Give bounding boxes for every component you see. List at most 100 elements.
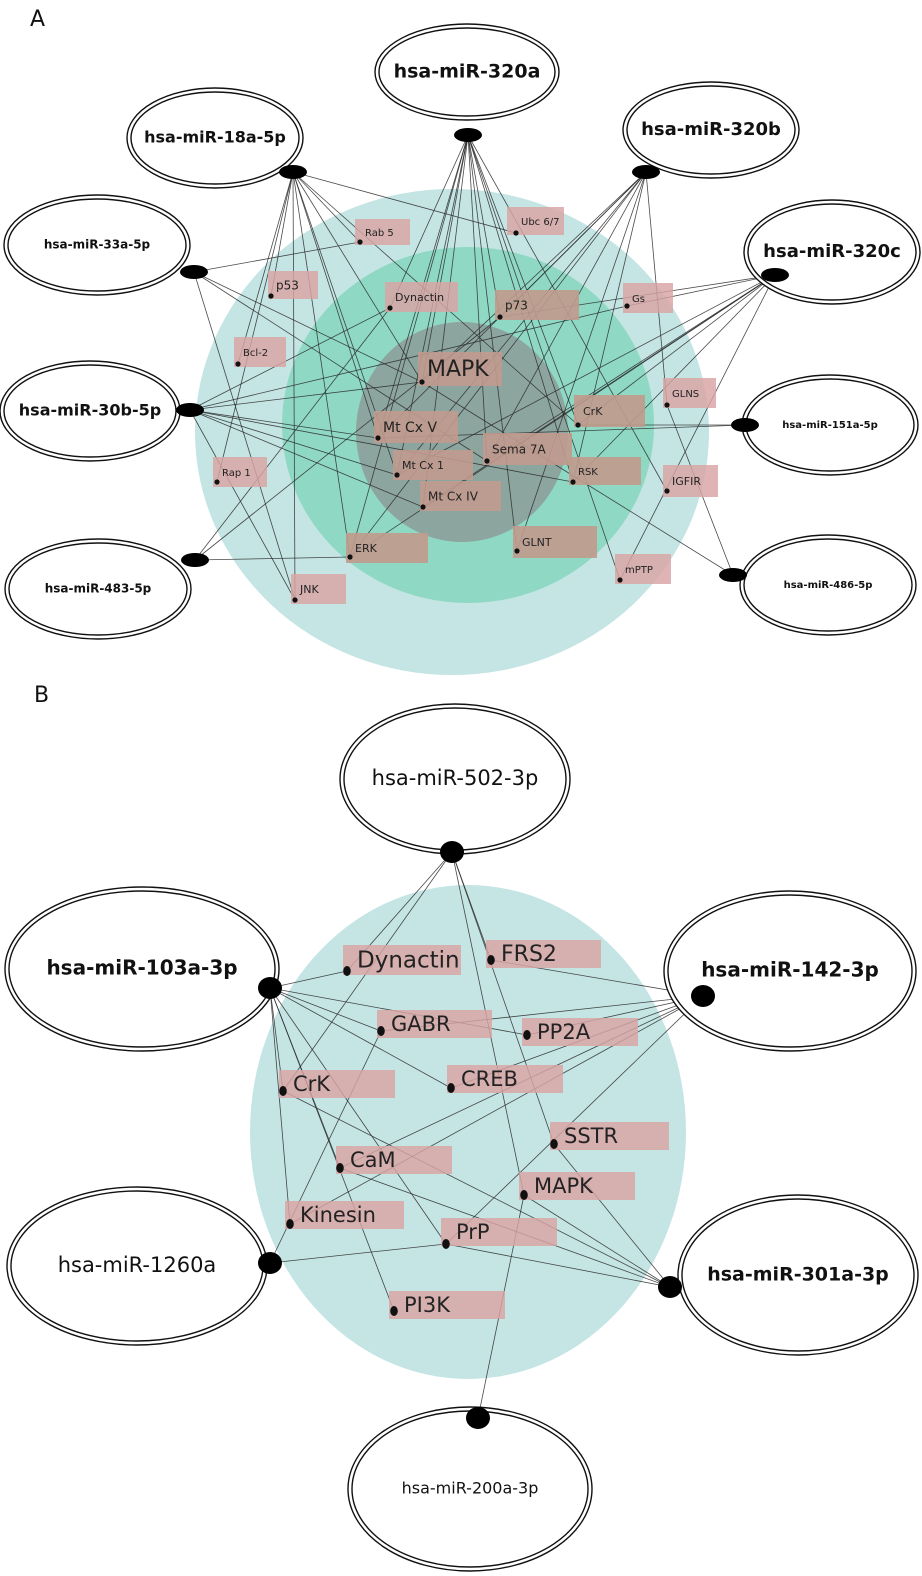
gene-node-a-ubc[interactable]: Ubc 6/7 — [507, 207, 564, 236]
edge-b-103a-b-creb — [269, 987, 452, 1089]
mirna-inner-ring — [8, 890, 276, 1048]
gene-node-a-mtcx1[interactable]: Mt Cx 1 — [393, 450, 473, 480]
mirna-node-b-502[interactable]: hsa-miR-502-3p — [339, 703, 571, 863]
gene-node-a-gs[interactable]: Gs — [623, 283, 673, 313]
mirna-inner-ring — [626, 85, 796, 175]
gene-dot — [347, 554, 353, 560]
edge-a-320a-a-mapk — [421, 134, 469, 383]
gene-node-a-sema7a[interactable]: Sema 7A — [483, 433, 572, 465]
mirna-node-a-320c[interactable]: hsa-miR-320c — [743, 199, 921, 305]
gene-node-b-mapk[interactable]: MAPK — [519, 1172, 635, 1200]
mirna-label: hsa-miR-103a-3p — [46, 956, 237, 980]
gene-dot — [235, 361, 241, 367]
gene-node-b-crk[interactable]: CrK — [279, 1070, 395, 1098]
gene-node-a-jnk[interactable]: JNK — [291, 574, 346, 604]
gene-label: Sema 7A — [492, 443, 546, 457]
mirna-node-b-200a[interactable]: hsa-miR-200a-3p — [347, 1406, 593, 1572]
edge-a-30b-a-mtcxv — [189, 409, 379, 439]
gene-node-a-erk[interactable]: ERK — [346, 533, 428, 563]
gene-node-a-mptp[interactable]: mPTP — [615, 554, 671, 584]
gene-box — [385, 282, 458, 312]
edge-a-30b-a-jnk — [189, 409, 296, 601]
gene-node-a-glns[interactable]: GLNS — [663, 378, 716, 408]
gene-node-b-sstr[interactable]: SSTR — [550, 1122, 669, 1150]
gene-label: Dynactin — [357, 948, 460, 974]
mirna-inner-ring — [681, 1198, 915, 1352]
gene-dot — [523, 1030, 531, 1040]
gene-node-a-dynactin[interactable]: Dynactin — [385, 282, 458, 312]
gene-node-a-rap1[interactable]: Rap 1 — [213, 457, 267, 487]
gene-node-b-prp[interactable]: PrP — [441, 1218, 557, 1249]
panel-b: B Dynactin FRS2 GABR PP2A CrK CREB SSTR CaM MAPK… — [4, 683, 919, 1572]
mirna-node-a-33a[interactable]: hsa-miR-33a-5p — [3, 194, 208, 296]
gene-node-a-crk[interactable]: CrK — [574, 395, 645, 428]
gene-node-b-frs2[interactable]: FRS2 — [486, 940, 601, 968]
mirna-inner-ring — [7, 198, 187, 292]
mirna-node-b-142[interactable]: hsa-miR-142-3p — [663, 890, 917, 1052]
gene-node-b-cam[interactable]: CaM — [336, 1146, 452, 1174]
edge-a-30b-a-rsk — [189, 409, 574, 483]
gene-node-a-mapk[interactable]: MAPK — [418, 352, 502, 386]
gene-node-a-p73[interactable]: p73 — [495, 290, 579, 320]
gene-box — [519, 1172, 635, 1200]
gene-label: IGFIR — [672, 475, 701, 488]
gene-node-a-glnt[interactable]: GLNT — [513, 526, 597, 558]
gene-node-a-mtcxiv[interactable]: Mt Cx IV — [420, 481, 501, 511]
mirna-node-b-301a[interactable]: hsa-miR-301a-3p — [658, 1194, 919, 1356]
edge-b-301a-b-prp — [445, 1243, 671, 1288]
edge-a-18a-a-rab5 — [292, 171, 361, 243]
edge-a-18a-a-jnk — [292, 171, 296, 601]
panel-a-letter: A — [30, 7, 45, 32]
gene-label: MAPK — [534, 1174, 594, 1198]
mirna-node-a-320a[interactable]: hsa-miR-320a — [374, 23, 560, 142]
edge-a-18a-a-ubc — [292, 171, 517, 234]
gene-dot — [570, 479, 576, 485]
edge-a-18a-a-mtcxv — [292, 171, 379, 439]
mirna-node-a-320b[interactable]: hsa-miR-320b — [622, 81, 800, 179]
edge-a-320a-a-mtcxiv — [422, 134, 469, 508]
mirna-node-a-18a[interactable]: hsa-miR-18a-5p — [126, 87, 307, 189]
gene-node-b-pp2a[interactable]: PP2A — [522, 1018, 638, 1046]
mirna-inner-ring — [8, 542, 188, 636]
gene-dot — [550, 1139, 558, 1149]
mirna-node-a-151a[interactable]: hsa-miR-151a-5p — [731, 374, 919, 476]
gene-label: PP2A — [537, 1020, 591, 1044]
edge-a-320c-a-sema7a — [486, 274, 776, 462]
gene-node-b-gabr[interactable]: GABR — [377, 1010, 492, 1038]
mirna-node-a-486[interactable]: hsa-miR-486-5p — [719, 534, 917, 636]
mirna-node-a-30b[interactable]: hsa-miR-30b-5p — [0, 360, 204, 462]
gene-dot — [513, 230, 519, 236]
gene-node-b-kinesin[interactable]: Kinesin — [285, 1201, 404, 1229]
gene-dot — [664, 488, 670, 494]
gene-label: JNK — [299, 583, 319, 596]
gene-node-a-mtcxv[interactable]: Mt Cx V — [374, 411, 458, 443]
gene-node-a-rsk[interactable]: RSK — [569, 457, 641, 485]
gene-node-b-dynactin[interactable]: Dynactin — [343, 945, 461, 976]
gene-dot — [575, 422, 581, 428]
gene-node-b-pi3k[interactable]: PI3K — [389, 1291, 505, 1319]
gene-box — [447, 1065, 563, 1093]
gene-label: PrP — [456, 1220, 490, 1244]
gene-node-b-creb[interactable]: CREB — [447, 1065, 563, 1093]
panel-a-inner-zone — [356, 322, 568, 542]
gene-box — [569, 457, 641, 485]
gene-box — [522, 1018, 638, 1046]
mirna-node-b-1260a[interactable]: hsa-miR-1260a — [6, 1186, 282, 1346]
gene-label: Rap 1 — [222, 468, 251, 479]
gene-dot — [343, 966, 351, 976]
mirna-node-a-483[interactable]: hsa-miR-483-5p — [4, 538, 209, 640]
gene-dot — [375, 435, 381, 441]
gene-label: p73 — [505, 299, 528, 313]
edge-a-18a-a-mapk — [292, 171, 423, 383]
gene-node-a-igfir[interactable]: IGFIR — [663, 465, 718, 497]
gene-label: CrK — [583, 405, 603, 418]
mirna-label: hsa-miR-151a-5p — [782, 420, 878, 431]
gene-node-a-bcl2[interactable]: Bcl-2 — [234, 337, 286, 367]
gene-node-a-p53[interactable]: p53 — [268, 271, 318, 299]
mirna-node-b-103a[interactable]: hsa-miR-103a-3p — [4, 886, 282, 1052]
gene-node-a-rab5[interactable]: Rab 5 — [355, 219, 410, 245]
edge-a-33a-a-rab5 — [193, 241, 361, 273]
gene-box — [663, 378, 716, 408]
gene-dot — [279, 1086, 287, 1096]
gene-dot — [214, 479, 220, 485]
